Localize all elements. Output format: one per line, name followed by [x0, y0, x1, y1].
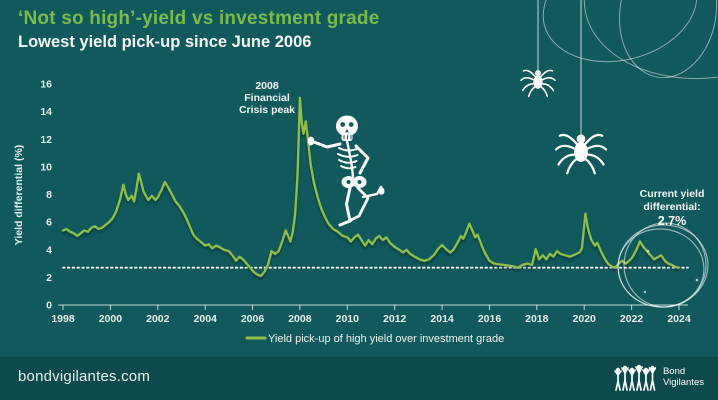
x-axis-tick-label: 2002	[146, 313, 170, 325]
web-loops	[542, 0, 718, 80]
legend: Yield pick-up of high yield over investm…	[245, 333, 504, 345]
page-subtitle: Lowest yield pick-up since June 2006	[18, 33, 312, 51]
y-axis-tick-label: 16	[40, 79, 52, 91]
current-yield-line: differential:	[643, 201, 700, 213]
y-axis-tick-label: 0	[46, 300, 52, 312]
x-axis-tick-label: 2014	[430, 313, 454, 325]
x-axis-tick-label: 2012	[383, 313, 407, 325]
website-link[interactable]: bondvigilantes.com	[18, 368, 151, 385]
brand-logo: Bond Vigilantes	[614, 363, 704, 393]
x-axis-tick-label: 2000	[99, 313, 123, 325]
y-axis-ticks: 0 2 4 6 8 10 12 14 16	[40, 79, 52, 312]
y-axis-tick-label: 6	[46, 217, 52, 229]
x-axis-tick-label: 2010	[336, 313, 360, 325]
footer-bar: bondvigilantes.com Bond Vigilantes	[0, 357, 718, 400]
x-axis-tick-label: 2016	[478, 313, 502, 325]
x-axis-ticks: 1998 2000 2002 2004 2006 2008 2010 2012 2014 2016…	[51, 305, 691, 325]
brand-name: Bond Vigilantes	[662, 366, 704, 389]
x-axis-tick-label: 2024	[667, 313, 691, 325]
brand-name-line2: Vigilantes	[662, 377, 704, 388]
page-title: ‘Not so high’-yield vs investment grade	[18, 8, 380, 29]
crisis-peak-annotation-line: 2008	[255, 80, 279, 92]
x-axis-tick-label: 2020	[573, 313, 597, 325]
header: ‘Not so high’-yield vs investment grade …	[18, 8, 379, 52]
yield-series-line	[61, 96, 681, 278]
x-axis-tick-label: 2022	[620, 313, 644, 325]
crisis-peak-annotation: 2008 Financial Crisis peak	[239, 80, 295, 116]
crisis-peak-annotation-line: Financial	[244, 92, 290, 104]
x-axis-tick-label: 1998	[51, 313, 75, 325]
y-axis-tick-label: 8	[46, 189, 52, 201]
legend-label: Yield pick-up of high yield over investm…	[268, 333, 504, 345]
y-axis-title: Yield differential (%)	[13, 145, 25, 246]
people-icon	[614, 364, 656, 391]
sketch-circle-annotation	[617, 222, 709, 308]
x-axis-tick-label: 2018	[525, 313, 549, 325]
x-axis-tick-label: 2008	[288, 313, 312, 325]
skeleton-illustration	[307, 115, 385, 227]
y-axis-tick-label: 4	[46, 244, 52, 256]
y-axis-tick-label: 12	[40, 134, 52, 146]
y-axis-tick-label: 14	[40, 106, 52, 118]
y-axis-tick-label: 2	[46, 272, 52, 284]
x-axis-tick-label: 2004	[194, 313, 218, 325]
brand-name-line1: Bond	[662, 366, 686, 378]
x-axis-tick-label: 2006	[241, 313, 265, 325]
current-yield-line: Current yield	[640, 188, 705, 200]
crisis-peak-annotation-line: Crisis peak	[239, 104, 295, 116]
spider-icon	[520, 69, 556, 98]
spider-icon	[554, 133, 608, 175]
yield-differential-chart: 1998 2000 2002 2004 2006 2008 2010 2012 2014 2016…	[13, 0, 718, 345]
y-axis-tick-label: 10	[40, 161, 52, 173]
current-yield-annotation: Current yield differential: 2.7%	[640, 188, 705, 228]
